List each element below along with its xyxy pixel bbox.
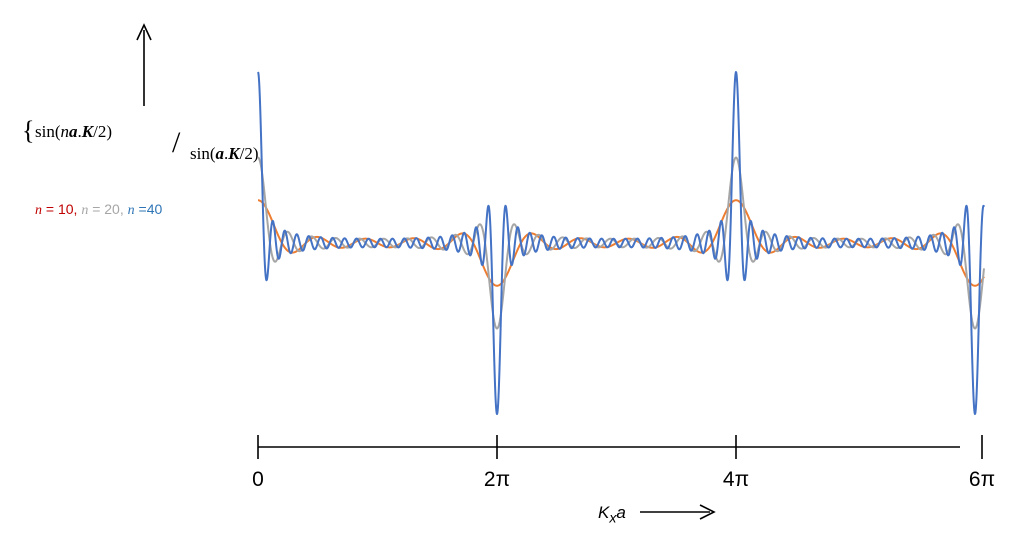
x-tick-label: 6π bbox=[969, 468, 995, 491]
y-label-denominator: sin(a.K/2) bbox=[190, 144, 259, 163]
series-layer bbox=[257, 71, 985, 415]
series-line-n20 bbox=[257, 156, 985, 330]
x-axis: 0 2π 4π 6π bbox=[252, 435, 995, 491]
x-tick-label: 4π bbox=[723, 468, 749, 491]
legend: n = 10, n = 20, n =40 bbox=[35, 201, 163, 218]
y-label-slash: / bbox=[172, 126, 181, 159]
series-line-n10 bbox=[257, 199, 985, 287]
y-label-brace: { bbox=[22, 116, 35, 145]
x-axis-arrow-head bbox=[699, 504, 716, 520]
series-line-n40 bbox=[257, 71, 985, 415]
legend-entry: n = 20 bbox=[81, 201, 120, 218]
x-axis-label: Kxa bbox=[598, 503, 626, 526]
x-tick-label: 0 bbox=[252, 468, 264, 491]
x-tick-label: 2π bbox=[484, 468, 510, 491]
y-axis-arrow-head bbox=[136, 23, 152, 41]
y-axis-label: { sin(na.K/2) / sin(a.K/2) bbox=[22, 114, 258, 174]
x-label-main: K bbox=[598, 503, 610, 522]
x-label-tail: a bbox=[616, 503, 626, 522]
x-label-sub: x bbox=[609, 510, 617, 527]
legend-entry: n = 10 bbox=[35, 201, 74, 218]
legend-entry: n =40 bbox=[127, 201, 163, 218]
y-label-numerator: sin(na.K/2) bbox=[35, 122, 112, 141]
